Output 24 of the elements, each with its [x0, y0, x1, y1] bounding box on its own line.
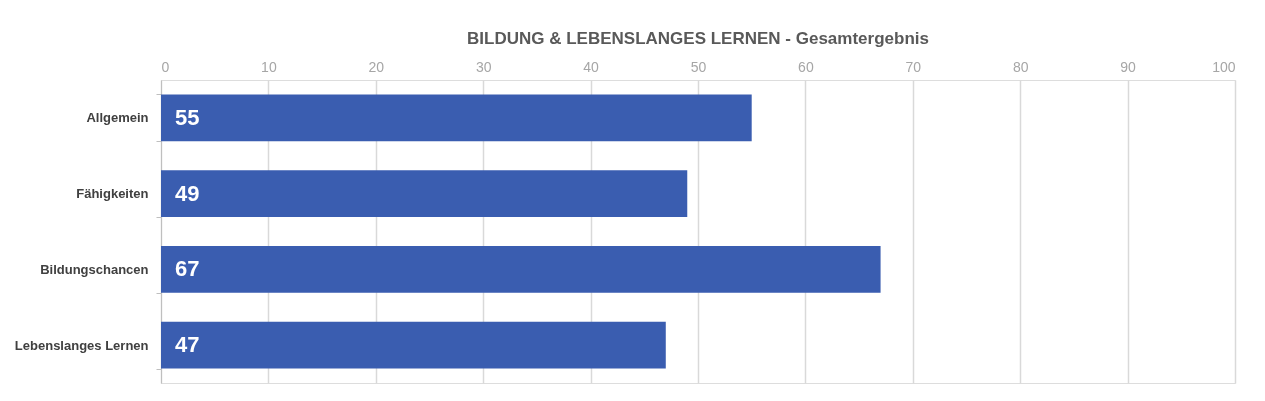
bar — [161, 245, 881, 293]
y-tick-label: Lebenslanges Lernen — [14, 337, 149, 353]
y-tick-label: Fähigkeiten — [76, 186, 149, 202]
x-tick-label: 100 — [1212, 58, 1236, 75]
x-tick-label: 50 — [690, 58, 707, 75]
chart-title: BILDUNG & LEBENSLANGES LERNEN - Gesamtergebnis — [467, 29, 929, 48]
y-tick-label: Bildungschancen — [40, 261, 149, 277]
data-label: 49 — [175, 180, 200, 206]
x-tick-label: 0 — [161, 58, 170, 75]
data-label: 55 — [175, 104, 200, 130]
data-label: 67 — [175, 256, 200, 282]
x-tick-label: 90 — [1120, 58, 1137, 75]
x-tick-label: 60 — [798, 58, 814, 75]
x-tick-label: 70 — [905, 58, 922, 75]
y-tick-label: Allgemein — [86, 110, 149, 126]
x-tick-label: 10 — [261, 58, 277, 75]
bar — [161, 94, 752, 142]
data-label: 47 — [175, 332, 200, 358]
x-tick-label: 80 — [1012, 58, 1029, 75]
x-tick-label: 20 — [368, 58, 385, 75]
x-tick-label: 30 — [475, 58, 492, 75]
x-tick-label: 40 — [583, 58, 600, 75]
bar — [161, 321, 666, 369]
bar — [161, 170, 688, 218]
